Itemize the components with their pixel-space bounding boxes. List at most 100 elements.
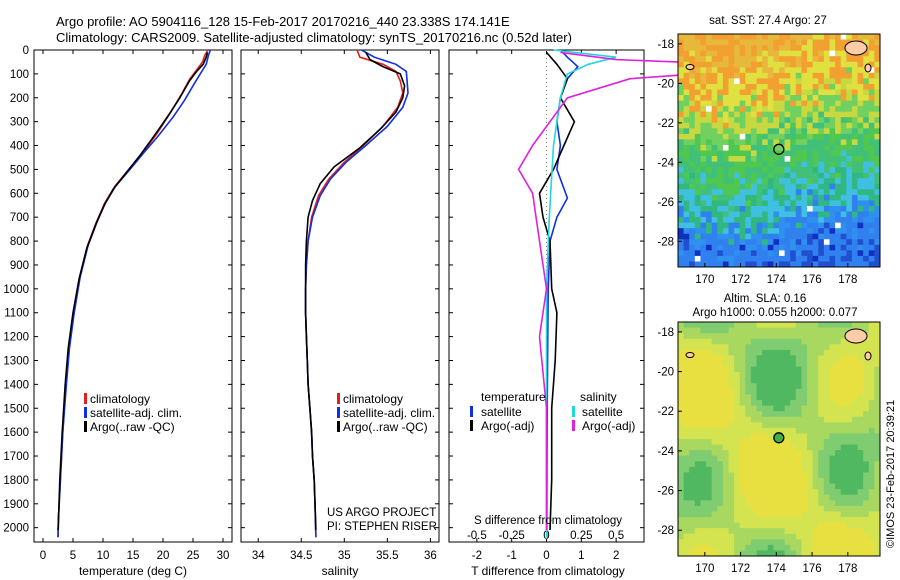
map-cell [722, 111, 729, 118]
map-cell [683, 205, 690, 213]
map-cell [823, 349, 830, 356]
map-cell [767, 211, 774, 218]
map-cell [857, 494, 864, 501]
map-cell [812, 211, 819, 218]
map-cell [728, 183, 735, 190]
map-cell [694, 405, 701, 412]
map-cell [868, 327, 875, 334]
map-cell [756, 150, 763, 157]
map-cell [801, 183, 808, 190]
map-cell [683, 533, 690, 540]
map-cell [784, 349, 791, 356]
map-cell [840, 106, 847, 113]
map-cell [700, 466, 707, 473]
map-cell [745, 161, 752, 168]
map-cell [818, 50, 825, 57]
map-cell [868, 400, 875, 407]
map-cell [835, 72, 842, 79]
map-cell [717, 222, 724, 229]
map-cell [829, 150, 836, 157]
map-cell [711, 72, 718, 79]
map-cell [829, 217, 836, 224]
map-cell [683, 550, 690, 557]
map-cell [784, 222, 791, 229]
map-cell [762, 183, 769, 190]
map-cell [818, 372, 825, 379]
map-cell [762, 95, 769, 102]
map-cell [840, 500, 847, 507]
legend-label-t-satellite: satellite [481, 405, 522, 419]
map-cell [767, 156, 774, 163]
map-cell [840, 111, 847, 118]
map-cell [851, 349, 859, 356]
map-cell [767, 233, 774, 240]
map-cell [700, 372, 707, 379]
map-cell [773, 394, 780, 401]
map-cell [722, 78, 729, 85]
map-cell [818, 45, 825, 52]
map-cell [868, 405, 875, 412]
map-cell [857, 533, 864, 540]
map-cell [762, 489, 769, 496]
map-cell [734, 194, 741, 201]
map-cell [790, 211, 797, 218]
map-cell [756, 494, 763, 501]
map-cell [694, 511, 701, 518]
map-cell [784, 427, 791, 434]
map-cell [728, 533, 735, 540]
map-cell [807, 322, 814, 329]
map-cell [773, 427, 780, 434]
map-cell [790, 200, 797, 207]
map-cell [739, 394, 746, 401]
map-cell [840, 95, 847, 102]
map-cell [851, 228, 859, 235]
map-cell [851, 517, 859, 524]
map-cell [728, 139, 735, 146]
map-cell [863, 500, 870, 507]
map-cell [823, 233, 830, 240]
map-cell [857, 161, 864, 168]
map-cell [750, 183, 758, 190]
legend-swatch-satellite [337, 407, 340, 418]
map-x-tick-label: 174 [767, 563, 787, 575]
map-cell [700, 117, 707, 124]
map-cell [801, 211, 808, 218]
map-cell [678, 372, 685, 379]
map-cell [711, 327, 718, 334]
map-cell [790, 489, 797, 496]
map-cell [874, 338, 881, 345]
map-cell [818, 344, 825, 351]
map-cell [851, 233, 859, 240]
map-cell [700, 550, 707, 557]
map-cell [700, 217, 707, 224]
map-cell [722, 366, 729, 373]
map-cell [779, 372, 786, 379]
map-cell [728, 439, 735, 446]
map-cell [700, 172, 707, 179]
map-cell [812, 544, 819, 551]
map-cell [728, 522, 735, 529]
map-cell [795, 250, 802, 257]
map-cell [795, 517, 802, 524]
map-cell [762, 83, 769, 90]
map-cell [762, 39, 769, 46]
map-cell [835, 150, 842, 157]
map-cell [750, 122, 758, 129]
map-cell [784, 194, 791, 201]
map-cell [689, 539, 696, 546]
map-cell [801, 355, 808, 362]
map-cell [835, 250, 842, 257]
map-cell [801, 439, 808, 446]
map-cell [795, 178, 802, 185]
map-cell [807, 56, 814, 63]
map-cell [812, 550, 819, 557]
map-cell [823, 344, 830, 351]
map-cell [734, 511, 741, 518]
map-cell [717, 427, 724, 434]
depth-tick-label: 300 [10, 117, 29, 129]
map-cell [706, 222, 713, 229]
map-cell [728, 388, 735, 395]
map-cell [840, 466, 847, 473]
map-cell [756, 505, 763, 512]
map-cell [790, 444, 797, 451]
